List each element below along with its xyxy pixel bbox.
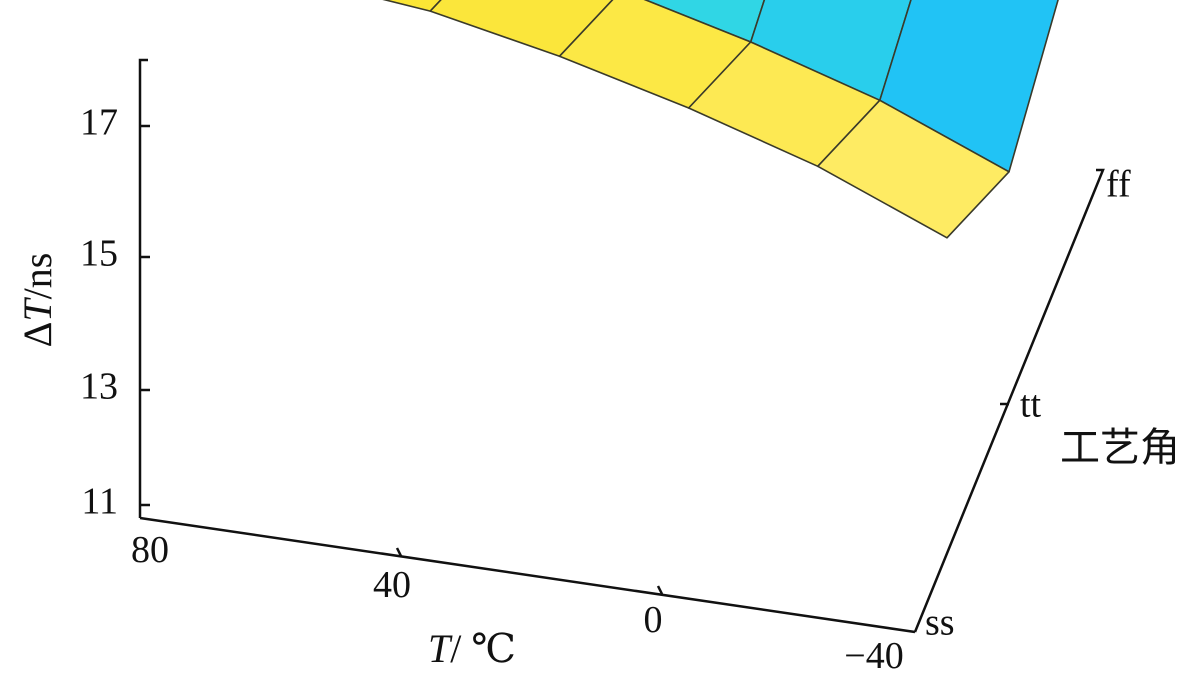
depth-tick-label: ss	[925, 602, 955, 644]
ticks	[140, 124, 1009, 595]
surface-plot	[382, 0, 1059, 239]
z-tick-label: 13	[80, 366, 118, 408]
z-axis-line	[138, 58, 148, 518]
x-tick-label: 40	[373, 564, 411, 606]
depth-axis-title: 工艺角	[1060, 425, 1180, 471]
x-tick	[395, 547, 403, 557]
x-tick-label: 0	[644, 599, 663, 641]
depth-tick-label: ff	[1106, 164, 1131, 206]
z-tick-label: 17	[80, 102, 118, 144]
surface-cell-lower	[816, 99, 1010, 239]
x-axis-title: T/ ℃	[428, 626, 516, 671]
x-axis-line	[139, 516, 916, 634]
axes	[138, 58, 1105, 634]
surface-cell-lower	[382, 0, 442, 12]
x-tick	[656, 585, 664, 595]
depth-tick-label: tt	[1020, 384, 1042, 426]
z-tick-label: 15	[80, 233, 118, 275]
z-tick-label: 11	[81, 481, 118, 523]
x-tick-label: 80	[131, 529, 169, 571]
z-axis-title: ΔT/ns	[15, 253, 60, 348]
depth-axis-line	[913, 168, 1105, 633]
surface-cell-lower	[429, 0, 614, 58]
x-tick-label: −40	[844, 635, 903, 677]
